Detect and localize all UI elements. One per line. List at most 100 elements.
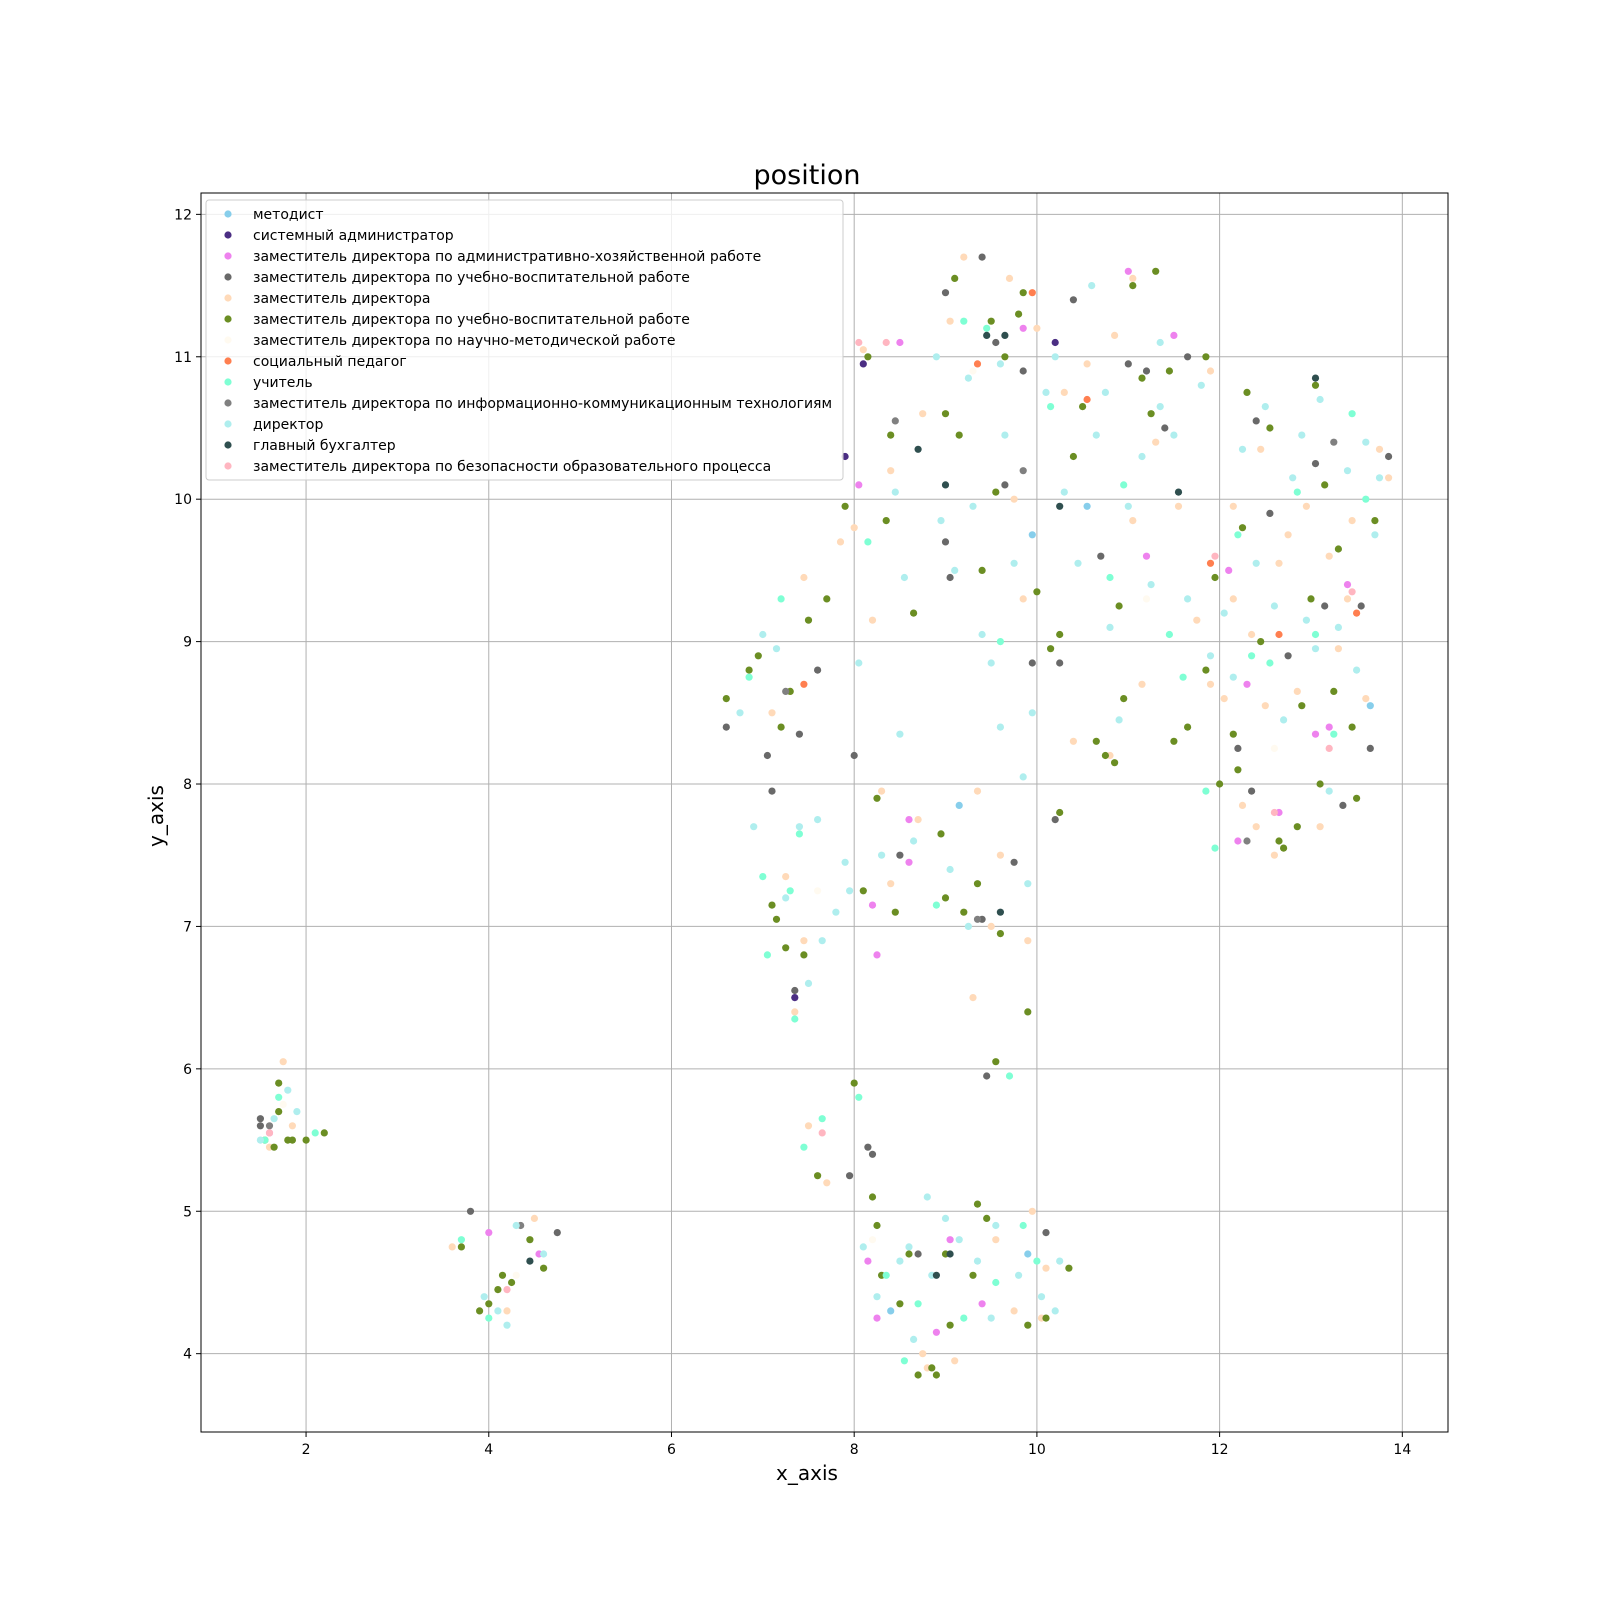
data-point — [1184, 723, 1192, 731]
data-point — [932, 1371, 941, 1379]
data-point — [1051, 353, 1059, 361]
data-point — [941, 538, 950, 546]
data-point — [772, 645, 781, 653]
data-point — [1170, 331, 1178, 339]
data-point — [1069, 296, 1077, 304]
data-point — [1033, 588, 1041, 596]
data-point — [1120, 695, 1128, 703]
data-point — [1270, 851, 1278, 859]
data-point — [1005, 274, 1014, 282]
y-tick-label: 9 — [183, 635, 192, 651]
data-point — [1170, 431, 1178, 439]
legend-marker — [224, 378, 232, 386]
data-point — [503, 1307, 511, 1315]
data-point — [960, 317, 968, 325]
data-point — [1216, 780, 1224, 788]
data-point — [759, 873, 767, 881]
data-point — [868, 616, 877, 624]
data-point — [1311, 645, 1320, 653]
data-point — [987, 922, 995, 931]
data-point — [1334, 623, 1342, 632]
data-point — [1056, 630, 1064, 639]
data-point — [1330, 438, 1338, 446]
data-point — [1042, 1314, 1050, 1322]
data-point — [508, 1278, 516, 1287]
data-point — [814, 816, 822, 824]
data-point — [288, 1122, 296, 1130]
data-point — [256, 1136, 264, 1144]
data-point — [941, 481, 950, 489]
data-point — [983, 1214, 991, 1222]
data-point — [823, 1179, 831, 1187]
plot-frame — [200, 192, 1449, 1433]
data-point — [1124, 267, 1132, 275]
data-point — [841, 502, 849, 510]
data-point — [891, 908, 899, 916]
data-point — [1334, 645, 1342, 653]
data-point — [1206, 559, 1215, 567]
data-point — [485, 1314, 493, 1322]
data-point — [882, 1271, 890, 1279]
data-point — [1307, 595, 1315, 603]
data-point — [1101, 388, 1109, 396]
data-point — [759, 630, 767, 639]
x-tick-label: 14 — [1393, 1442, 1411, 1458]
data-point — [1197, 381, 1205, 389]
data-points — [256, 253, 1393, 1379]
data-point — [1083, 395, 1091, 404]
data-point — [960, 908, 968, 916]
legend-label: заместитель директора по научно-методиче… — [253, 333, 675, 349]
data-point — [284, 1086, 292, 1094]
data-point — [1316, 395, 1324, 404]
data-point — [1248, 652, 1256, 660]
data-point — [896, 1300, 904, 1308]
data-point — [1024, 1008, 1032, 1016]
data-point — [1056, 808, 1064, 817]
y-tick-label: 6 — [183, 1062, 192, 1078]
data-point — [1024, 1250, 1032, 1258]
data-point — [1311, 460, 1320, 468]
data-point — [795, 730, 804, 738]
data-point — [964, 374, 973, 382]
data-point — [1179, 673, 1187, 681]
data-point — [873, 1221, 881, 1230]
data-point — [1174, 488, 1183, 496]
y-tick-label: 5 — [183, 1204, 192, 1220]
data-point — [1115, 716, 1123, 724]
data-point — [983, 331, 991, 339]
y-axis-label: y_axis — [144, 785, 168, 847]
data-point — [1325, 552, 1333, 560]
data-point — [1234, 531, 1242, 539]
data-point — [795, 823, 804, 831]
data-point — [992, 1058, 1000, 1066]
data-point — [941, 289, 950, 297]
data-point — [910, 609, 918, 617]
data-point — [1343, 595, 1352, 603]
data-point — [494, 1286, 502, 1294]
data-point — [864, 353, 872, 361]
data-point — [1111, 759, 1119, 767]
data-point — [526, 1257, 534, 1265]
data-point — [768, 901, 776, 909]
data-point — [855, 659, 863, 667]
data-point — [1325, 723, 1333, 731]
data-point — [1293, 687, 1301, 696]
data-point — [540, 1250, 548, 1258]
legend-label: заместитель директора по административно… — [253, 249, 761, 265]
data-point — [553, 1229, 561, 1237]
data-point — [973, 1200, 982, 1208]
data-point — [859, 346, 867, 354]
data-point — [1302, 616, 1310, 624]
data-point — [951, 274, 959, 282]
legend-label: заместитель директора — [253, 291, 431, 307]
legend-marker — [224, 252, 232, 260]
legend-marker — [224, 399, 232, 407]
data-point — [1028, 289, 1036, 297]
data-point — [905, 858, 913, 866]
data-point — [859, 887, 867, 895]
data-point — [1033, 324, 1041, 332]
data-point — [1047, 645, 1055, 653]
data-point — [1302, 502, 1310, 510]
data-point — [1106, 623, 1114, 632]
data-point — [941, 894, 950, 902]
